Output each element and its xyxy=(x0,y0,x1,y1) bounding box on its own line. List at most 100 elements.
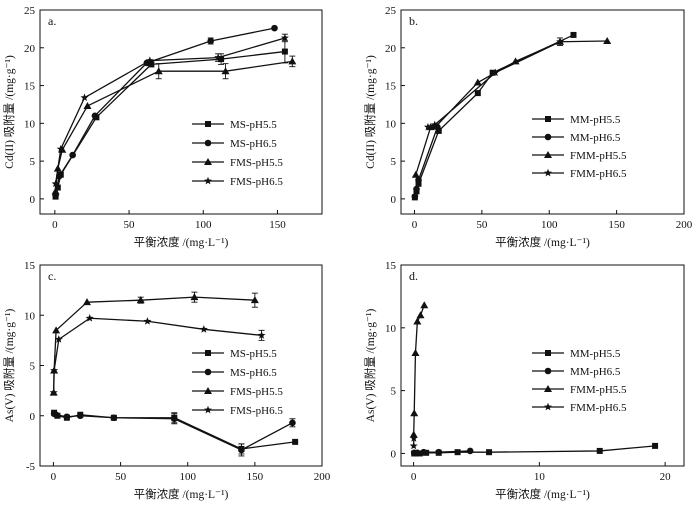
y-tick-label: 15 xyxy=(24,81,36,93)
panel-label: d. xyxy=(409,269,418,283)
legend-label: MM-pH5.5 xyxy=(570,348,621,360)
data-point xyxy=(69,151,76,159)
x-axis-title: 平衡浓度 /(mg·L⁻¹) xyxy=(134,487,229,501)
data-point xyxy=(411,348,420,356)
x-tick-label: 0 xyxy=(52,219,58,231)
legend-label: FMS-pH6.5 xyxy=(230,405,283,417)
legend-marker xyxy=(204,158,212,165)
legend-marker xyxy=(544,367,552,375)
data-point xyxy=(170,415,178,423)
legend-marker xyxy=(204,368,212,376)
data-point xyxy=(288,57,297,65)
legend-marker xyxy=(205,121,211,127)
legend-marker xyxy=(545,116,551,122)
legend-marker xyxy=(205,350,211,356)
data-point xyxy=(207,37,214,45)
data-point xyxy=(250,296,259,304)
data-point xyxy=(91,112,99,120)
data-point xyxy=(454,449,461,456)
y-tick-label: 10 xyxy=(24,118,36,130)
series-FMM-pH6.5 xyxy=(423,37,565,131)
y-tick-label: 0 xyxy=(30,194,36,206)
legend-marker xyxy=(544,385,552,392)
plot-frame xyxy=(400,264,685,467)
series-FMS-pH6.5 xyxy=(49,314,266,397)
series-MM-pH5.5 xyxy=(411,31,577,201)
data-point xyxy=(435,127,442,134)
data-point xyxy=(556,37,565,46)
data-point xyxy=(415,180,422,187)
legend-label: FMS-pH5.5 xyxy=(230,157,283,169)
data-point xyxy=(85,314,94,322)
x-tick-label: 150 xyxy=(269,219,286,231)
series-MM-pH5.5 xyxy=(411,442,659,457)
data-point xyxy=(280,33,289,42)
series-MM-pH6.5 xyxy=(410,447,474,457)
data-point xyxy=(83,298,91,306)
series-line xyxy=(414,126,439,197)
data-point xyxy=(474,90,481,97)
legend-marker xyxy=(544,133,552,141)
data-point xyxy=(136,296,145,304)
legend-label: FMM-pH5.5 xyxy=(570,150,627,162)
y-tick-label: 0 xyxy=(391,448,397,460)
x-tick-label: 10 xyxy=(534,471,546,483)
data-point xyxy=(52,411,60,419)
legend-marker xyxy=(204,176,212,185)
y-tick-label: 10 xyxy=(385,118,397,130)
data-point xyxy=(423,122,432,131)
y-axis-title: Cd(II) 吸附量 /(mg·g⁻¹) xyxy=(2,55,16,169)
y-tick-label: 10 xyxy=(24,310,36,322)
y-tick-label: 0 xyxy=(391,194,397,206)
data-point xyxy=(190,293,199,301)
series-line xyxy=(54,37,286,184)
data-point xyxy=(570,31,577,38)
legend-marker xyxy=(544,402,552,411)
legend-label: MS-pH5.5 xyxy=(230,348,277,360)
y-tick-label: 10 xyxy=(385,323,397,335)
x-tick-label: 50 xyxy=(476,219,488,231)
data-point xyxy=(414,449,421,457)
legend-label: MM-pH6.5 xyxy=(570,132,621,144)
y-tick-label: 5 xyxy=(391,156,397,168)
data-point xyxy=(54,184,61,191)
data-point xyxy=(415,176,422,184)
legend-marker xyxy=(204,139,212,147)
legend-label: FMM-pH6.5 xyxy=(570,402,627,414)
data-point xyxy=(413,185,420,193)
y-tick-label: 15 xyxy=(385,81,397,93)
data-point xyxy=(54,335,63,343)
y-tick-label: 15 xyxy=(385,260,397,272)
series-FMS-pH6.5 xyxy=(51,33,289,188)
data-point xyxy=(430,120,439,129)
y-tick-label: -5 xyxy=(26,461,36,473)
series-FMM-pH6.5 xyxy=(409,434,418,450)
series-line xyxy=(53,296,255,393)
data-point xyxy=(49,388,58,397)
x-axis-title: 平衡浓度 /(mg·L⁻¹) xyxy=(495,235,590,249)
data-point xyxy=(63,413,71,421)
y-tick-label: 5 xyxy=(391,386,397,398)
legend-marker xyxy=(544,151,552,158)
x-tick-label: 0 xyxy=(412,219,418,231)
x-tick-label: 150 xyxy=(247,471,264,483)
legend-label: MM-pH5.5 xyxy=(570,114,621,126)
data-point xyxy=(238,446,245,454)
data-point xyxy=(51,179,60,188)
data-point xyxy=(50,366,59,374)
legend-label: FMS-pH6.5 xyxy=(230,176,283,188)
x-axis-title: 平衡浓度 /(mg·L⁻¹) xyxy=(495,487,590,501)
y-tick-label: 25 xyxy=(24,5,36,17)
data-point xyxy=(473,78,482,86)
x-tick-label: 0 xyxy=(411,471,417,483)
x-tick-label: 50 xyxy=(124,219,136,231)
panel-label: c. xyxy=(48,269,56,283)
x-tick-label: 0 xyxy=(51,471,57,483)
data-point xyxy=(411,193,419,200)
data-point xyxy=(76,412,84,420)
data-point xyxy=(214,53,223,61)
y-tick-label: 5 xyxy=(30,361,36,373)
data-point xyxy=(154,67,163,75)
data-point xyxy=(596,447,603,454)
